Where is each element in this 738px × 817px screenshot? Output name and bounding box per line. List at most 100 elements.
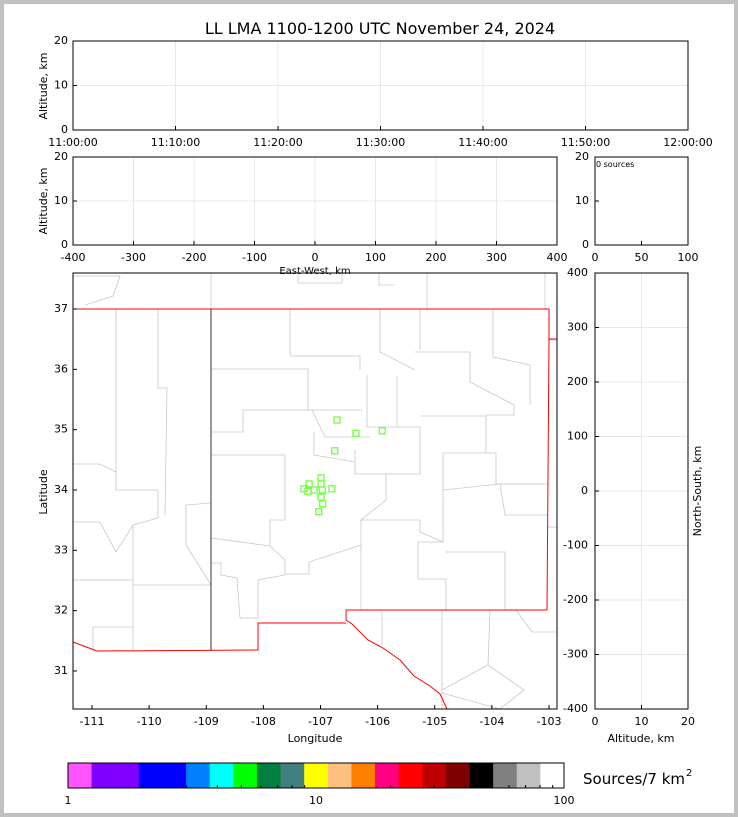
- county-border: [379, 309, 416, 371]
- lightning-source-marker: [352, 429, 360, 437]
- x-tick-label: 11:20:00: [253, 136, 302, 149]
- colorbar-swatch: [422, 763, 447, 788]
- county-border: [73, 463, 117, 473]
- county-border: [211, 562, 286, 619]
- y-tick-label: 20: [54, 150, 68, 163]
- county-border: [378, 273, 395, 286]
- county-border: [441, 609, 491, 691]
- figure: LL LMA 1100-1200 UTC November 24, 2024 11…: [4, 4, 734, 813]
- y-axis-label: Latitude: [37, 469, 50, 515]
- colorbar-swatch: [540, 763, 565, 788]
- county-border: [211, 368, 362, 411]
- county-border: [420, 415, 487, 490]
- county-border: [354, 375, 421, 475]
- county-border: [417, 541, 447, 610]
- y-tick-label: -100: [563, 539, 588, 552]
- lightning-source-marker: [318, 486, 326, 494]
- county-border: [92, 626, 133, 651]
- colorbar-swatch: [256, 763, 282, 788]
- county-border: [487, 664, 525, 710]
- colorbar-swatch: [115, 763, 140, 788]
- x-tick-label: 12:00:00: [663, 136, 712, 149]
- y-tick-label: -300: [563, 648, 588, 661]
- colorbar-swatch: [493, 763, 518, 788]
- sources-annotation: 0 sources: [596, 160, 634, 169]
- x-tick-label: -300: [121, 251, 146, 264]
- county-border: [211, 409, 370, 438]
- east-west-frame: [72, 156, 558, 246]
- county-border: [73, 517, 159, 553]
- map-frame: [72, 272, 558, 710]
- colorbar-swatch: [327, 763, 352, 788]
- x-tick-label: 11:10:00: [151, 136, 200, 149]
- x-tick-label: 11:40:00: [458, 136, 507, 149]
- x-tick-label: -104: [479, 715, 504, 728]
- colorbar-tick-label: 100: [554, 794, 575, 807]
- x-tick-label: -106: [365, 715, 390, 728]
- colorbar-swatch: [91, 763, 116, 788]
- x-tick-label: 100: [678, 251, 699, 264]
- x-tick-label: -107: [308, 715, 333, 728]
- y-axis-label: North-South, km: [691, 446, 704, 537]
- x-tick-label: -200: [182, 251, 207, 264]
- county-border: [185, 505, 212, 586]
- county-border: [73, 275, 121, 306]
- time-altitude-frame: [72, 40, 689, 131]
- x-axis-label: East-West, km: [279, 266, 350, 277]
- histogram-frame: [594, 156, 689, 246]
- y-tick-label: 31: [54, 664, 68, 677]
- x-tick-label: 10: [635, 715, 649, 728]
- y-tick-label: 300: [567, 321, 588, 334]
- y-tick-label: -200: [563, 593, 588, 606]
- county-border: [446, 551, 506, 610]
- y-tick-label: 34: [54, 483, 68, 496]
- x-tick-label: 200: [426, 251, 447, 264]
- x-tick-label: -400: [61, 251, 86, 264]
- y-tick-label: 20: [575, 150, 589, 163]
- county-border: [157, 309, 168, 516]
- y-tick-label: 10: [54, 194, 68, 207]
- x-tick-label: 11:50:00: [561, 136, 610, 149]
- y-tick-label: 0: [61, 123, 68, 136]
- colorbar-swatch: [138, 763, 163, 788]
- x-tick-label: 50: [635, 251, 649, 264]
- county-border: [185, 502, 212, 506]
- x-axis-label: Altitude, km: [607, 732, 674, 745]
- colorbar-swatch: [375, 763, 400, 788]
- y-tick-label: 35: [54, 423, 68, 436]
- colorbar-frame: [67, 762, 565, 789]
- x-tick-label: 11:00:00: [48, 136, 97, 149]
- colorbar-swatch: [280, 763, 305, 788]
- colorbar-tick-label: 1: [65, 794, 72, 807]
- colorbar-swatch: [304, 763, 329, 788]
- y-tick-label: 10: [54, 79, 68, 92]
- lightning-source-marker: [315, 508, 323, 516]
- county-border: [359, 474, 444, 543]
- county-border: [115, 309, 159, 518]
- lightning-source-marker: [333, 416, 341, 424]
- colorbar-swatch: [516, 763, 541, 788]
- y-tick-label: 20: [54, 34, 68, 47]
- y-tick-label: 0: [61, 238, 68, 251]
- state-border: [345, 338, 550, 710]
- x-tick-label: 400: [547, 251, 568, 264]
- county-border: [313, 432, 356, 463]
- y-tick-label: 10: [575, 194, 589, 207]
- x-tick-label: 300: [486, 251, 507, 264]
- county-border: [210, 537, 362, 575]
- colorbar-label-superscript: 2: [686, 768, 692, 779]
- y-tick-label: -400: [563, 702, 588, 715]
- y-axis-label: Altitude, km: [37, 52, 50, 119]
- x-tick-label: 0: [312, 251, 319, 264]
- county-border: [515, 609, 557, 633]
- x-tick-label: -103: [537, 715, 562, 728]
- x-tick-label: -100: [242, 251, 267, 264]
- y-tick-label: 400: [567, 266, 588, 279]
- y-axis-label: Altitude, km: [37, 167, 50, 234]
- county-border: [297, 273, 343, 284]
- y-tick-label: 200: [567, 375, 588, 388]
- county-border: [442, 483, 548, 516]
- y-tick-label: 100: [567, 430, 588, 443]
- colorbar-swatch: [469, 763, 494, 788]
